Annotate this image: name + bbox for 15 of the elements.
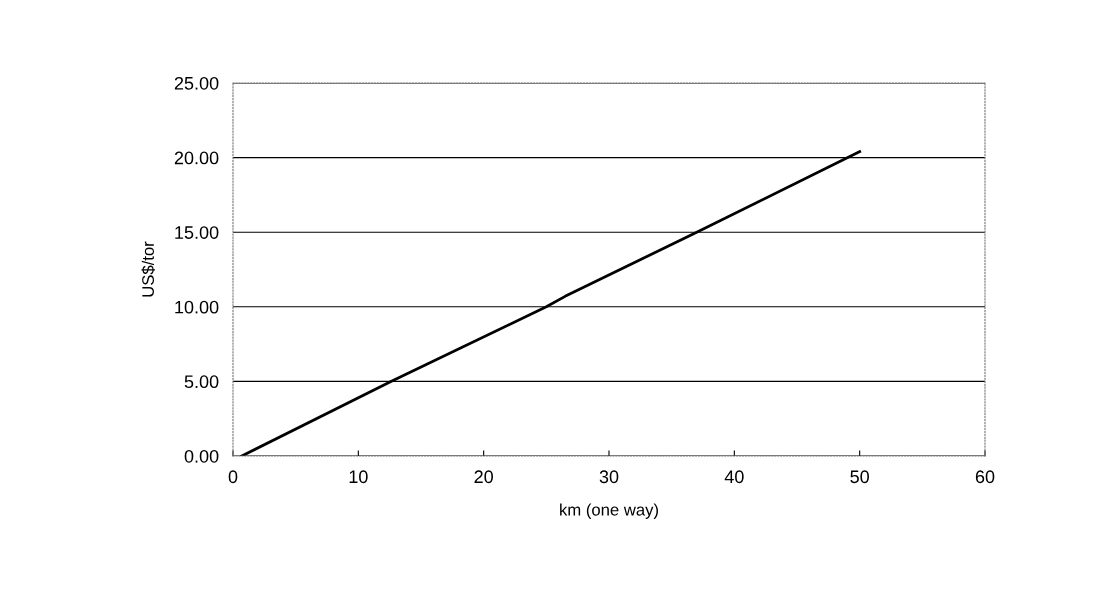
y-axis-title: US$/tor: [141, 241, 155, 297]
y-tick-label: 10.00: [175, 300, 219, 314]
y-tick-label: 15.00: [175, 226, 219, 239]
y-tick-label: 20.00: [174, 151, 219, 165]
y-tick-label: 0.00: [184, 449, 219, 463]
x-tick-label: 40: [724, 470, 744, 484]
x-tick-label: 50: [850, 470, 869, 484]
x-axis-title: km (one way): [560, 503, 658, 519]
x-tick-label: 10: [349, 470, 368, 484]
y-tick-label: 5.00: [184, 375, 219, 389]
y-tick-label: 25.00: [174, 76, 219, 90]
x-tick-label: 20: [474, 470, 493, 484]
x-tick-label: 0: [228, 470, 238, 484]
x-tick-label: 60: [975, 470, 995, 484]
x-tick-label: 30: [599, 470, 619, 484]
